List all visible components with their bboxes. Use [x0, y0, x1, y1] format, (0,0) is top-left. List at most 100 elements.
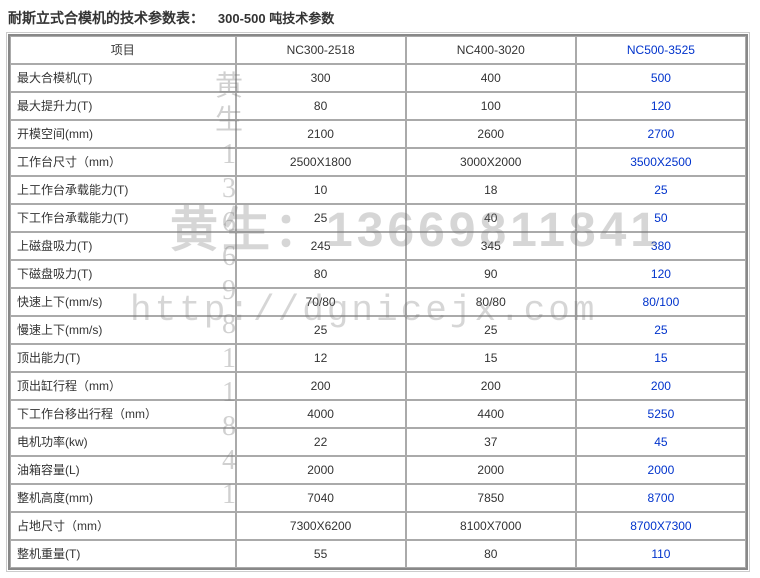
row-label: 下工作台承载能力(T) [10, 204, 236, 232]
row-label: 最大提升力(T) [10, 92, 236, 120]
page-title: 耐斯立式合模机的技术参数表： 300-500 吨技术参数 [8, 8, 752, 28]
cell-model-1: 200 [236, 372, 406, 400]
cell-model-1: 55 [236, 540, 406, 568]
cell-model-3: 25 [576, 176, 746, 204]
cell-model-2: 400 [406, 64, 576, 92]
cell-model-1: 4000 [236, 400, 406, 428]
cell-model-1: 80 [236, 260, 406, 288]
table-row: 快速上下(mm/s)70/8080/8080/100 [10, 288, 746, 316]
table-row: 最大提升力(T)80100120 [10, 92, 746, 120]
row-label: 快速上下(mm/s) [10, 288, 236, 316]
cell-model-2: 37 [406, 428, 576, 456]
table-row: 整机高度(mm)704078508700 [10, 484, 746, 512]
cell-model-3: 8700X7300 [576, 512, 746, 540]
cell-model-1: 2000 [236, 456, 406, 484]
cell-model-3: 25 [576, 316, 746, 344]
cell-model-3: 3500X2500 [576, 148, 746, 176]
cell-model-3: 5250 [576, 400, 746, 428]
cell-model-3: 500 [576, 64, 746, 92]
row-label: 慢速上下(mm/s) [10, 316, 236, 344]
table-row: 下工作台承载能力(T)254050 [10, 204, 746, 232]
cell-model-3: 45 [576, 428, 746, 456]
table-row: 开模空间(mm)210026002700 [10, 120, 746, 148]
row-label: 顶出能力(T) [10, 344, 236, 372]
cell-model-1: 25 [236, 204, 406, 232]
cell-model-1: 7300X6200 [236, 512, 406, 540]
row-label: 顶出缸行程（mm） [10, 372, 236, 400]
cell-model-3: 120 [576, 260, 746, 288]
title-sub: 300-500 吨技术参数 [218, 11, 334, 26]
cell-model-3: 50 [576, 204, 746, 232]
cell-model-2: 7850 [406, 484, 576, 512]
cell-model-2: 100 [406, 92, 576, 120]
cell-model-1: 80 [236, 92, 406, 120]
header-model-3: NC500-3525 [576, 36, 746, 64]
row-label: 电机功率(kw) [10, 428, 236, 456]
spec-table: 项目 NC300-2518 NC400-3020 NC500-3525 最大合模… [8, 34, 748, 570]
cell-model-3: 200 [576, 372, 746, 400]
cell-model-2: 80/80 [406, 288, 576, 316]
table-body: 最大合模机(T)300400500最大提升力(T)80100120开模空间(mm… [10, 64, 746, 568]
cell-model-2: 90 [406, 260, 576, 288]
cell-model-3: 120 [576, 92, 746, 120]
cell-model-2: 3000X2000 [406, 148, 576, 176]
row-label: 上磁盘吸力(T) [10, 232, 236, 260]
row-label: 整机高度(mm) [10, 484, 236, 512]
cell-model-2: 8100X7000 [406, 512, 576, 540]
cell-model-2: 25 [406, 316, 576, 344]
header-item: 项目 [10, 36, 236, 64]
cell-model-1: 2500X1800 [236, 148, 406, 176]
header-model-1: NC300-2518 [236, 36, 406, 64]
table-row: 上磁盘吸力(T)245345380 [10, 232, 746, 260]
table-row: 占地尺寸（mm）7300X62008100X70008700X7300 [10, 512, 746, 540]
cell-model-1: 22 [236, 428, 406, 456]
cell-model-2: 2000 [406, 456, 576, 484]
cell-model-3: 8700 [576, 484, 746, 512]
row-label: 开模空间(mm) [10, 120, 236, 148]
cell-model-2: 2600 [406, 120, 576, 148]
cell-model-2: 345 [406, 232, 576, 260]
cell-model-3: 2000 [576, 456, 746, 484]
row-label: 整机重量(T) [10, 540, 236, 568]
header-model-2: NC400-3020 [406, 36, 576, 64]
cell-model-2: 15 [406, 344, 576, 372]
table-row: 油箱容量(L)200020002000 [10, 456, 746, 484]
cell-model-3: 110 [576, 540, 746, 568]
cell-model-3: 80/100 [576, 288, 746, 316]
cell-model-3: 380 [576, 232, 746, 260]
table-row: 下磁盘吸力(T)8090120 [10, 260, 746, 288]
table-row: 下工作台移出行程（mm）400044005250 [10, 400, 746, 428]
table-row: 整机重量(T)5580110 [10, 540, 746, 568]
cell-model-1: 245 [236, 232, 406, 260]
cell-model-1: 25 [236, 316, 406, 344]
row-label: 上工作台承载能力(T) [10, 176, 236, 204]
row-label: 工作台尺寸（mm） [10, 148, 236, 176]
table-row: 最大合模机(T)300400500 [10, 64, 746, 92]
table-row: 慢速上下(mm/s)252525 [10, 316, 746, 344]
cell-model-2: 40 [406, 204, 576, 232]
table-row: 顶出能力(T)121515 [10, 344, 746, 372]
cell-model-2: 80 [406, 540, 576, 568]
table-row: 工作台尺寸（mm）2500X18003000X20003500X2500 [10, 148, 746, 176]
cell-model-3: 15 [576, 344, 746, 372]
table-row: 顶出缸行程（mm）200200200 [10, 372, 746, 400]
table-header-row: 项目 NC300-2518 NC400-3020 NC500-3525 [10, 36, 746, 64]
cell-model-1: 2100 [236, 120, 406, 148]
cell-model-2: 18 [406, 176, 576, 204]
cell-model-1: 10 [236, 176, 406, 204]
table-row: 上工作台承载能力(T)101825 [10, 176, 746, 204]
cell-model-2: 200 [406, 372, 576, 400]
cell-model-1: 70/80 [236, 288, 406, 316]
cell-model-1: 300 [236, 64, 406, 92]
row-label: 下工作台移出行程（mm） [10, 400, 236, 428]
row-label: 占地尺寸（mm） [10, 512, 236, 540]
row-label: 最大合模机(T) [10, 64, 236, 92]
row-label: 下磁盘吸力(T) [10, 260, 236, 288]
cell-model-3: 2700 [576, 120, 746, 148]
title-main: 耐斯立式合模机的技术参数表： [8, 10, 204, 26]
cell-model-1: 12 [236, 344, 406, 372]
table-row: 电机功率(kw)223745 [10, 428, 746, 456]
cell-model-2: 4400 [406, 400, 576, 428]
row-label: 油箱容量(L) [10, 456, 236, 484]
cell-model-1: 7040 [236, 484, 406, 512]
